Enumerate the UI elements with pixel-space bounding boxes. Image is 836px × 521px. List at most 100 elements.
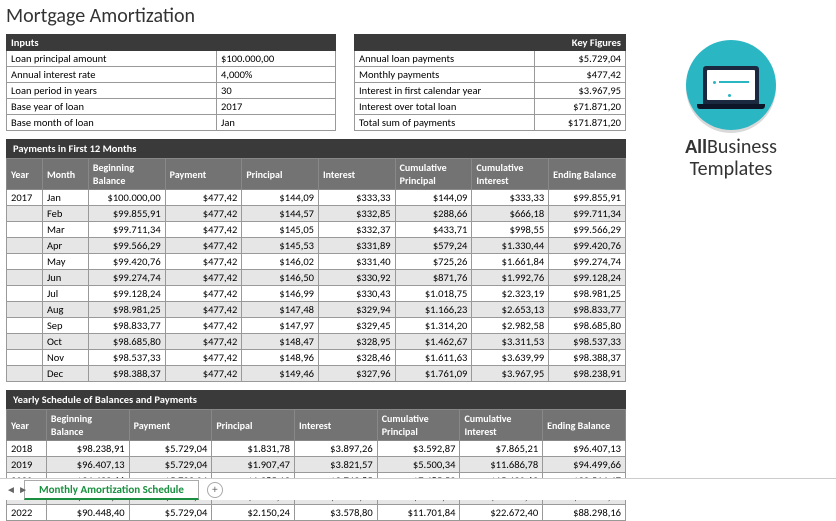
- table-row[interactable]: Oct$98.685,80$477,42$148,47$328,95$1.462…: [7, 334, 626, 350]
- cell-year: [7, 350, 43, 366]
- cell-value: $96.407,13: [543, 441, 626, 457]
- table-row[interactable]: Jul$99.128,24$477,42$146,99$330,43$1.018…: [7, 286, 626, 302]
- cell-value: $332,85: [318, 206, 395, 222]
- kf-label: Total sum of payments: [355, 115, 535, 131]
- tab-nav-icon[interactable]: ◄ ►: [6, 483, 28, 496]
- cell-value: $477,42: [165, 254, 242, 270]
- cell-value: $1.907,47: [212, 457, 295, 473]
- cell-year: [7, 366, 43, 382]
- cell-value: $725,26: [395, 254, 472, 270]
- inputs-value[interactable]: $100.000,00: [217, 51, 336, 67]
- cell-year: [7, 238, 43, 254]
- cell-year: [7, 286, 43, 302]
- cell-value: $147,48: [242, 302, 319, 318]
- cell-value: $144,09: [395, 190, 472, 206]
- cell-value: $11.701,84: [377, 505, 460, 521]
- cell-value: $2.982,58: [472, 318, 549, 334]
- cell-value: $99.855,91: [88, 206, 165, 222]
- cell-value: $1.330,44: [472, 238, 549, 254]
- table-row[interactable]: 2017Jan$100.000,00$477,42$144,09$333,33$…: [7, 190, 626, 206]
- cell-month: Jan: [42, 190, 88, 206]
- cell-year: 2017: [7, 190, 43, 206]
- cell-value: $477,42: [165, 366, 242, 382]
- p12-header: Payments in First 12 Months: [6, 139, 626, 158]
- column-header: Interest: [295, 410, 378, 441]
- column-header: Ending Balance: [549, 159, 626, 190]
- table-row[interactable]: Aug$98.981,25$477,42$147,48$329,94$1.166…: [7, 302, 626, 318]
- cell-value: $2.323,19: [472, 286, 549, 302]
- cell-value: $1.314,20: [395, 318, 472, 334]
- cell-value: $1.018,75: [395, 286, 472, 302]
- inputs-value[interactable]: 30: [217, 83, 336, 99]
- cell-month: Oct: [42, 334, 88, 350]
- cell-value: $146,02: [242, 254, 319, 270]
- cell-value: $90.448,40: [46, 505, 129, 521]
- key-figures-table: Key Figures Annual loan payments$5.729,0…: [354, 34, 626, 131]
- cell-value: $99.128,24: [549, 270, 626, 286]
- cell-value: $2.653,13: [472, 302, 549, 318]
- cell-value: $288,66: [395, 206, 472, 222]
- table-row[interactable]: Jun$99.274,74$477,42$146,50$330,92$871,7…: [7, 270, 626, 286]
- cell-value: $579,24: [395, 238, 472, 254]
- column-header: Beginning Balance: [88, 159, 165, 190]
- brand-text: AllBusiness Templates: [646, 136, 816, 180]
- cell-value: $98.833,77: [549, 302, 626, 318]
- cell-value: $147,97: [242, 318, 319, 334]
- table-row[interactable]: May$99.420,76$477,42$146,02$331,40$725,2…: [7, 254, 626, 270]
- table-row[interactable]: Nov$98.537,33$477,42$148,96$328,46$1.611…: [7, 350, 626, 366]
- cell-value: $99.274,74: [88, 270, 165, 286]
- cell-value: $5.729,04: [129, 505, 212, 521]
- cell-value: $1.661,84: [472, 254, 549, 270]
- cell-value: $98.388,37: [88, 366, 165, 382]
- cell-value: $329,45: [318, 318, 395, 334]
- cell-value: $333,33: [318, 190, 395, 206]
- cell-value: $144,57: [242, 206, 319, 222]
- cell-month: Dec: [42, 366, 88, 382]
- cell-value: $477,42: [165, 222, 242, 238]
- column-header: Cumulative Interest: [472, 159, 549, 190]
- cell-value: $871,76: [395, 270, 472, 286]
- table-row[interactable]: Feb$99.855,91$477,42$144,57$332,85$288,6…: [7, 206, 626, 222]
- cell-month: Jun: [42, 270, 88, 286]
- cell-year: 2022: [7, 505, 47, 521]
- add-sheet-button[interactable]: +: [207, 482, 223, 498]
- inputs-value[interactable]: 2017: [217, 99, 336, 115]
- yearly-table: YearBeginning BalancePaymentPrincipalInt…: [6, 409, 626, 521]
- cell-value: $98.238,91: [46, 441, 129, 457]
- cell-value: $88.298,16: [543, 505, 626, 521]
- cell-value: $99.420,76: [88, 254, 165, 270]
- inputs-label: Annual interest rate: [7, 67, 217, 83]
- cell-value: $145,53: [242, 238, 319, 254]
- cell-value: $146,50: [242, 270, 319, 286]
- table-row[interactable]: Dec$98.388,37$477,42$149,46$327,96$1.761…: [7, 366, 626, 382]
- cell-value: $1.462,67: [395, 334, 472, 350]
- table-row[interactable]: 2018$98.238,91$5.729,04$1.831,78$3.897,2…: [7, 441, 626, 457]
- table-row[interactable]: Mar$99.711,34$477,42$145,05$332,37$433,7…: [7, 222, 626, 238]
- table-row[interactable]: Apr$99.566,29$477,42$145,53$331,89$579,2…: [7, 238, 626, 254]
- cell-year: [7, 206, 43, 222]
- kf-value: $3.967,95: [535, 83, 626, 99]
- cell-value: $3.578,80: [295, 505, 378, 521]
- cell-value: $3.897,26: [295, 441, 378, 457]
- cell-month: Feb: [42, 206, 88, 222]
- cell-month: Jul: [42, 286, 88, 302]
- cell-value: $3.821,57: [295, 457, 378, 473]
- cell-value: $5.500,34: [377, 457, 460, 473]
- cell-year: [7, 254, 43, 270]
- p12-table: YearMonthBeginning BalancePaymentPrincip…: [6, 158, 626, 382]
- inputs-value[interactable]: 4,000%: [217, 67, 336, 83]
- cell-value: $1.761,09: [395, 366, 472, 382]
- cell-value: $144,09: [242, 190, 319, 206]
- cell-value: $328,95: [318, 334, 395, 350]
- cell-month: Apr: [42, 238, 88, 254]
- cell-year: [7, 302, 43, 318]
- key-figures-header: Key Figures: [355, 35, 626, 51]
- inputs-value[interactable]: Jan: [217, 115, 336, 131]
- column-header: Ending Balance: [543, 410, 626, 441]
- table-row[interactable]: 2022$90.448,40$5.729,04$2.150,24$3.578,8…: [7, 505, 626, 521]
- cell-value: $330,92: [318, 270, 395, 286]
- table-row[interactable]: Sep$98.833,77$477,42$147,97$329,45$1.314…: [7, 318, 626, 334]
- sheet-tab-active[interactable]: Monthly Amortization Schedule: [24, 480, 199, 500]
- cell-value: $477,42: [165, 334, 242, 350]
- table-row[interactable]: 2019$96.407,13$5.729,04$1.907,47$3.821,5…: [7, 457, 626, 473]
